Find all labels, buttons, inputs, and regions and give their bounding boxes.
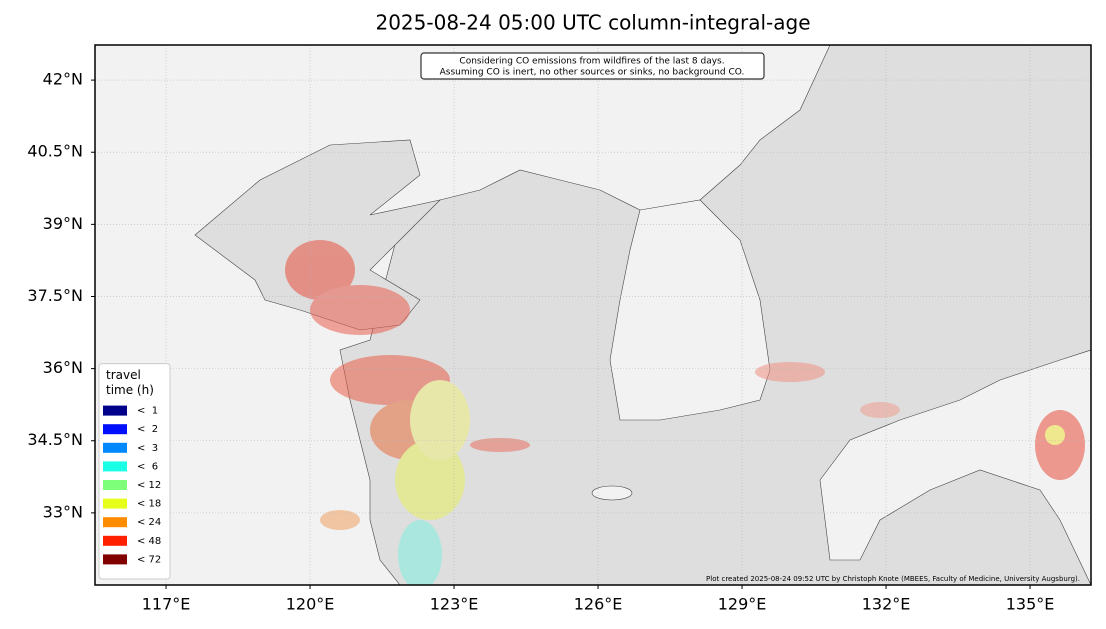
- legend-swatch: [103, 498, 127, 509]
- x-tick-label: 123°E: [430, 595, 479, 614]
- legend-label: < 3: [137, 443, 158, 454]
- grid: [95, 45, 1091, 585]
- y-tick-label: 39°N: [43, 214, 83, 233]
- plume: [285, 240, 1085, 585]
- legend-title: time (h): [106, 383, 154, 397]
- legend-swatch: [103, 535, 127, 546]
- legend-swatch: [103, 517, 127, 528]
- y-tick-label: 33°N: [43, 502, 83, 521]
- legend-label: < 12: [137, 480, 161, 491]
- legend-label: < 18: [137, 499, 161, 510]
- credit: Plot created 2025-08-24 09:52 UTC by Chr…: [706, 575, 1080, 583]
- jeju: [591, 485, 633, 501]
- axes: 117°E 120°E 123°E 126°E 129°E 132°E 135°E 33°N 3…: [27, 70, 1054, 614]
- plot-frame: [94, 44, 1092, 586]
- x-tick-label: 120°E: [286, 595, 335, 614]
- y-tick-label: 42°N: [43, 70, 83, 89]
- x-tick-label: 135°E: [1006, 595, 1055, 614]
- x-tick-label: 126°E: [574, 595, 623, 614]
- annotation: Assuming CO is inert, no other sources o…: [440, 68, 745, 78]
- map: [95, 45, 1091, 585]
- x-tick-label: 117°E: [142, 595, 191, 614]
- legend-swatch: [103, 461, 127, 472]
- x-tick-label: 132°E: [862, 595, 911, 614]
- legend-label: < 1: [137, 406, 158, 417]
- annotation-box: [420, 52, 765, 80]
- y-tick-label: 36°N: [43, 358, 83, 377]
- legend-label: < 6: [137, 461, 158, 472]
- x-tick-label: 129°E: [718, 595, 767, 614]
- annotation: Considering CO emissions from wildfires …: [459, 57, 724, 67]
- legend-label: < 2: [137, 424, 158, 435]
- legend-label: < 24: [137, 517, 161, 528]
- legend-swatch: [103, 480, 127, 490]
- korea: [609, 199, 771, 421]
- legend-label: < 72: [137, 554, 161, 565]
- y-tick-label: 34.5°N: [27, 430, 83, 449]
- y-tick-label: 40.5°N: [27, 142, 83, 161]
- legend-swatch: [103, 424, 127, 435]
- legend-title: travel: [106, 368, 141, 382]
- legend-swatch: [103, 405, 127, 416]
- chart-title: 2025-08-24 05:00 UTC column-integral-age: [375, 11, 810, 35]
- legend-swatch: [103, 442, 127, 453]
- bohai-sea: [194, 139, 441, 331]
- legend-swatch: [103, 554, 127, 565]
- japan: [819, 349, 1091, 585]
- legend-label: < 48: [137, 536, 161, 547]
- y-tick-label: 37.5°N: [27, 286, 83, 305]
